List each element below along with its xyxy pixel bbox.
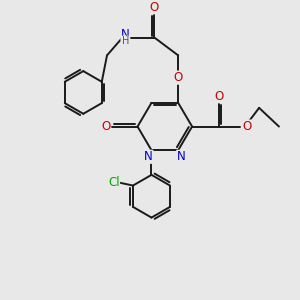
Text: N: N <box>121 28 130 40</box>
Text: H: H <box>122 36 129 46</box>
Text: N: N <box>144 150 153 163</box>
Text: N: N <box>177 150 185 163</box>
Text: O: O <box>101 120 110 133</box>
Text: Cl: Cl <box>108 176 119 189</box>
Text: O: O <box>150 1 159 14</box>
Text: O: O <box>173 71 183 84</box>
Text: O: O <box>242 120 252 133</box>
Text: O: O <box>214 90 224 103</box>
